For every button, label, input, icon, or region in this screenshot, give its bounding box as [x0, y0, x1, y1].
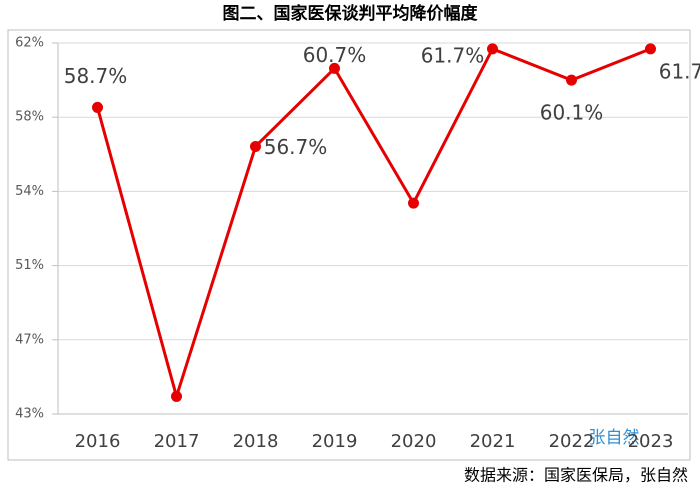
y-tick-label: 58%: [15, 110, 44, 125]
data-point: [408, 197, 419, 209]
data-point: [171, 390, 182, 402]
watermark: 张自然: [589, 428, 640, 448]
x-tick-label: 2020: [391, 431, 437, 452]
data-label: 61.7%: [421, 43, 485, 67]
y-tick-label: 54%: [15, 184, 44, 199]
x-tick-label: 2023: [628, 431, 674, 452]
chart-border: [7, 29, 691, 461]
data-point: [566, 74, 577, 86]
x-tick-label: 2016: [75, 431, 121, 452]
x-tick-label: 2022: [549, 431, 595, 452]
y-tick-label: 43%: [15, 407, 44, 422]
data-point: [645, 43, 656, 55]
data-label: 60.7%: [303, 43, 367, 67]
data-point: [329, 62, 340, 74]
x-tick-label: 2017: [154, 431, 200, 452]
data-point: [487, 43, 498, 55]
data-point: [250, 140, 261, 152]
data-line: [96, 46, 652, 402]
y-tick-label: 51%: [15, 258, 44, 273]
y-tick-label: 62%: [15, 36, 44, 51]
chart-title: 图二、国家医保谈判平均降价幅度: [223, 3, 479, 24]
x-tick-label: 2019: [312, 431, 358, 452]
source-note: 数据来源：国家医保局，张自然: [464, 466, 688, 485]
data-label: 60.1%: [540, 101, 604, 125]
y-tick-label: 47%: [15, 332, 44, 347]
x-tick-label: 2021: [470, 431, 516, 452]
x-tick-label: 2018: [233, 431, 279, 452]
data-label: 61.7%: [659, 59, 700, 83]
data-point: [92, 101, 103, 113]
data-label: 56.7%: [264, 135, 328, 159]
data-label: 58.7%: [64, 64, 128, 88]
